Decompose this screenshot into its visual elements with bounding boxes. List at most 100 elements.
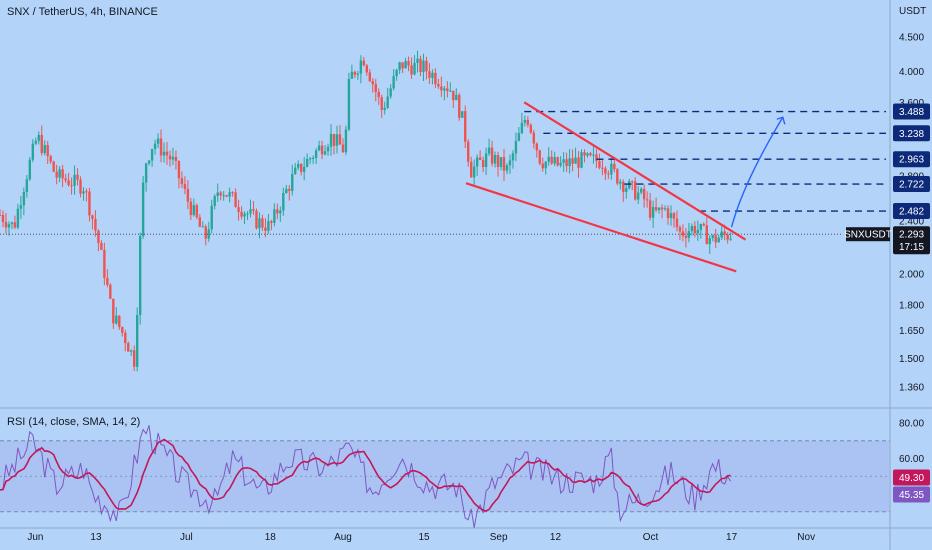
- candle-body: [613, 163, 616, 170]
- candle-body: [708, 238, 711, 245]
- candle-body: [529, 124, 533, 133]
- rsi-value-tag: [893, 486, 930, 503]
- candle-body: [532, 132, 536, 144]
- candle-body: [210, 205, 213, 230]
- candle-body: [130, 350, 133, 352]
- time-tick-label: Jul: [180, 532, 193, 543]
- candle-body: [267, 221, 270, 231]
- candle-body: [705, 225, 708, 245]
- candle-body: [550, 156, 553, 164]
- candle-body: [449, 90, 452, 92]
- level-label: 2.963: [899, 155, 924, 166]
- candle-body: [34, 140, 37, 144]
- candle-body: [648, 200, 652, 218]
- candle-body: [165, 151, 169, 156]
- candle-body: [237, 207, 240, 212]
- candle-body: [124, 332, 127, 344]
- candle-body: [595, 154, 598, 162]
- candle-body: [431, 72, 434, 78]
- candle-body: [589, 153, 592, 156]
- candle-body: [413, 62, 416, 75]
- rsi-ma-value: 49.30: [899, 473, 924, 484]
- candle-body: [690, 225, 694, 232]
- candle-body: [371, 81, 374, 85]
- price-tick-label: 2.400: [899, 216, 924, 227]
- candle-body: [517, 133, 521, 141]
- level-label: 2.482: [899, 207, 924, 218]
- candle-body: [112, 298, 115, 324]
- candle-body: [79, 179, 82, 194]
- candle-body: [180, 178, 184, 185]
- candle-body: [598, 161, 601, 168]
- candle-body: [317, 145, 321, 151]
- candle-body: [162, 151, 166, 156]
- candle-body: [55, 171, 58, 178]
- candle-body: [568, 158, 571, 167]
- candle-body: [374, 84, 377, 92]
- candle-body: [150, 148, 154, 161]
- candle-body: [46, 145, 49, 157]
- level-tag: [893, 203, 930, 220]
- candle-body: [332, 133, 336, 146]
- candle-body: [314, 150, 318, 158]
- time-tick-label: 12: [550, 532, 562, 543]
- candle-body: [410, 65, 413, 75]
- candle-body: [135, 315, 139, 367]
- candle-body: [386, 96, 389, 108]
- candle-body: [341, 144, 345, 153]
- candle-body: [132, 350, 136, 367]
- price-tick-label: 3.600: [899, 98, 924, 109]
- candle-body: [329, 133, 333, 147]
- candle-body: [243, 213, 246, 217]
- candle-body: [675, 218, 679, 228]
- candle-body: [717, 237, 720, 243]
- time-tick-label: Nov: [797, 532, 815, 543]
- level-tag: [893, 125, 930, 142]
- candle-body: [377, 91, 380, 98]
- candle-body: [22, 192, 26, 206]
- candle-body: [1, 215, 5, 222]
- candle-body: [311, 157, 315, 159]
- candle-body: [31, 143, 35, 160]
- candle-body: [127, 343, 130, 352]
- candle-body: [141, 182, 145, 236]
- candle-body: [469, 161, 473, 178]
- candle-body: [225, 195, 228, 197]
- candle-body: [726, 234, 729, 240]
- candle-body: [323, 151, 327, 155]
- candle-body: [434, 72, 437, 85]
- candle-body: [121, 327, 124, 333]
- candle-body: [452, 90, 455, 101]
- candle-body: [365, 65, 369, 73]
- candle-body: [729, 238, 732, 240]
- candle-body: [544, 161, 547, 169]
- rsi-tick-label: 60.00: [899, 454, 924, 465]
- candle-body: [294, 167, 297, 175]
- candle-body: [347, 78, 351, 130]
- candle-body: [636, 192, 640, 200]
- rsi-ma-tag: [893, 469, 930, 486]
- candle-body: [467, 141, 470, 162]
- candle-body: [511, 153, 515, 161]
- candle-body: [85, 191, 88, 193]
- candle-body: [502, 157, 506, 171]
- candle-body: [198, 217, 202, 227]
- candle-body: [631, 181, 634, 183]
- candle-body: [7, 224, 11, 228]
- candle-body: [37, 134, 40, 141]
- candle-body: [282, 192, 285, 211]
- candle-body: [657, 207, 661, 211]
- candle-body: [270, 221, 273, 223]
- candle-body: [723, 231, 726, 235]
- candle-body: [91, 215, 94, 219]
- symbol-label: SNXUSDT: [844, 230, 892, 241]
- time-tick-label: Oct: [643, 532, 659, 543]
- candle-body: [186, 188, 190, 202]
- candle-body: [458, 94, 461, 118]
- candle-body: [338, 134, 342, 145]
- candle-body: [201, 226, 204, 228]
- candle-body: [520, 122, 524, 134]
- time-tick-label: Sep: [490, 532, 508, 543]
- candle-body: [475, 157, 479, 167]
